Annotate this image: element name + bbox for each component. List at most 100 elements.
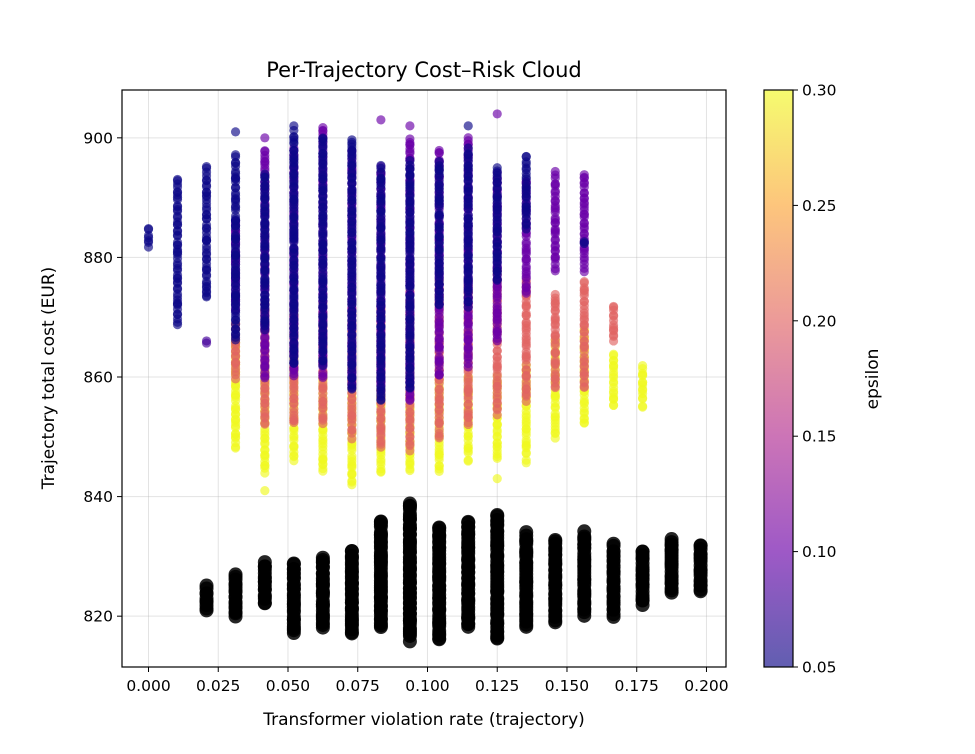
scatter-point	[637, 377, 648, 387]
scatter-point	[550, 235, 560, 246]
scatter-point	[201, 336, 212, 346]
scatter-point	[637, 360, 648, 371]
scatter-point	[376, 115, 386, 125]
scatter-point	[347, 306, 357, 316]
scatter-point	[376, 321, 386, 331]
scatter-point	[405, 155, 415, 166]
scatter-point	[260, 133, 270, 143]
baseline-point	[664, 532, 679, 547]
scatter-point	[347, 135, 357, 145]
baseline-point	[373, 514, 388, 529]
baseline-point	[606, 536, 621, 551]
scatter-point	[579, 170, 589, 180]
scatter-point	[347, 476, 357, 486]
colorbar-label: epsilon	[863, 349, 883, 410]
y-axis-label: Trajectory total cost (EUR)	[39, 267, 59, 491]
scatter-point	[172, 213, 183, 223]
scatter-point	[463, 133, 473, 143]
scatter-point	[521, 152, 531, 162]
scatter-point	[550, 347, 560, 357]
scatter-point	[637, 401, 648, 411]
scatter-point	[201, 161, 212, 172]
y-tick-label: 880	[83, 249, 113, 267]
scatter-point	[608, 400, 619, 411]
scatter-point	[608, 349, 619, 359]
scatter-point	[463, 343, 473, 353]
x-axis-ticks: 0.000 0.025 0.050 0.075 0.100 0.125 0.150 0.175…	[126, 667, 729, 695]
scatter-point	[172, 202, 183, 212]
scatter-point	[230, 230, 241, 240]
baseline-point	[315, 550, 330, 565]
scatter-point	[376, 354, 386, 364]
scatter-point	[172, 237, 183, 247]
scatter-point	[463, 143, 473, 153]
scatter-point	[550, 355, 560, 365]
baseline-point	[199, 578, 214, 593]
scatter-point	[318, 181, 328, 191]
scatter-point	[318, 123, 328, 133]
baseline-point	[490, 507, 505, 522]
data-points	[143, 109, 708, 649]
scatter-point	[260, 240, 270, 251]
scatter-point	[521, 317, 531, 327]
y-tick-label: 900	[83, 129, 113, 147]
scatter-point	[434, 145, 444, 156]
scatter-point	[463, 455, 473, 465]
x-tick-label: 0.025	[196, 677, 240, 695]
scatter-point	[260, 146, 270, 156]
colorbar-tick-label: 0.30	[802, 82, 837, 100]
x-tick-label: 0.075	[336, 677, 380, 695]
scatter-point	[376, 206, 386, 216]
baseline-point	[402, 496, 417, 511]
scatter-point	[230, 150, 241, 160]
scatter-point	[289, 121, 299, 131]
x-axis-label: Transformer violation rate (trajectory)	[262, 710, 585, 730]
x-tick-label: 0.100	[405, 677, 449, 695]
scatter-point	[347, 237, 357, 247]
scatter-point	[318, 310, 328, 320]
scatter-point	[318, 133, 328, 143]
scatter-point	[492, 109, 502, 119]
scatter-point	[289, 244, 299, 254]
scatter-point	[260, 169, 270, 179]
x-tick-label: 0.125	[475, 677, 519, 695]
baseline-point	[635, 544, 650, 559]
colorbar-tick-label: 0.20	[802, 312, 837, 330]
scatter-point	[579, 378, 589, 388]
scatter-point	[260, 273, 270, 283]
colorbar-ticks: 0.05 0.10 0.15 0.20 0.25 0.30	[793, 82, 837, 677]
scatter-point	[318, 368, 328, 378]
scatter-point	[492, 474, 502, 484]
y-tick-label: 840	[83, 488, 113, 506]
scatter-point	[550, 166, 560, 177]
scatter-point	[260, 486, 270, 496]
y-tick-label: 860	[83, 369, 113, 387]
grid-lines	[122, 90, 726, 667]
colorbar-tick-label: 0.10	[802, 543, 837, 561]
chart-title: Per-Trajectory Cost–Risk Cloud	[266, 58, 582, 82]
scatter-point	[521, 308, 531, 318]
baseline-point	[344, 543, 359, 558]
scatter-point	[289, 145, 299, 156]
y-tick-label: 820	[83, 608, 113, 626]
scatter-point	[492, 346, 502, 356]
scatter-point	[579, 277, 589, 287]
scatter-point	[434, 219, 444, 229]
scatter-point	[550, 289, 560, 300]
x-tick-label: 0.150	[545, 677, 589, 695]
x-tick-label: 0.050	[266, 677, 310, 695]
scatter-point	[463, 121, 473, 131]
x-tick-label: 0.000	[126, 677, 170, 695]
scatter-point	[463, 210, 473, 220]
baseline-point	[461, 514, 476, 529]
baseline-point	[286, 556, 301, 571]
baseline-point	[693, 538, 708, 553]
scatter-point	[405, 134, 415, 144]
scatter-point	[434, 156, 444, 167]
scatter-point	[376, 329, 386, 339]
colorbar-tick-label: 0.05	[802, 659, 837, 677]
baseline-point	[548, 532, 563, 547]
scatter-point	[143, 224, 154, 234]
